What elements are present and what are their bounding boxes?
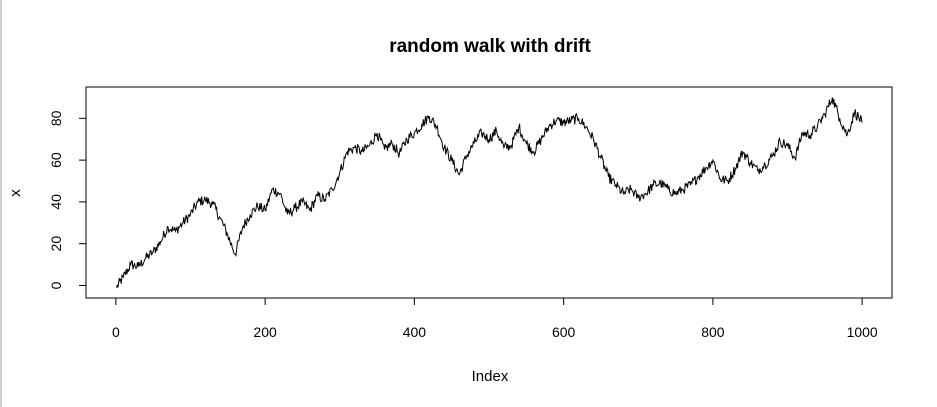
chart-title: random walk with drift xyxy=(389,36,591,57)
x-tick-label: 800 xyxy=(701,324,725,340)
x-axis-label: Index xyxy=(472,368,509,385)
x-tick-label: 200 xyxy=(253,324,277,340)
y-tick-label: 40 xyxy=(48,194,64,210)
y-tick-label: 20 xyxy=(48,236,64,252)
x-tick-label: 400 xyxy=(403,324,427,340)
x-tick-label: 0 xyxy=(112,324,120,340)
x-axis: 0 200 400 600 800 1000 xyxy=(112,298,878,340)
window-edge xyxy=(0,0,2,407)
plot-frame xyxy=(85,86,893,299)
y-tick-label: 0 xyxy=(48,281,64,289)
series-line-0 xyxy=(116,97,863,288)
y-tick-label: 60 xyxy=(48,152,64,168)
y-axis-label: x xyxy=(7,189,24,197)
x-tick-label: 600 xyxy=(552,324,576,340)
x-tick-label: 1000 xyxy=(847,324,878,340)
y-tick-label: 80 xyxy=(48,110,64,126)
y-axis: 0 20 40 60 80 xyxy=(48,110,86,289)
series-layer xyxy=(116,97,863,288)
